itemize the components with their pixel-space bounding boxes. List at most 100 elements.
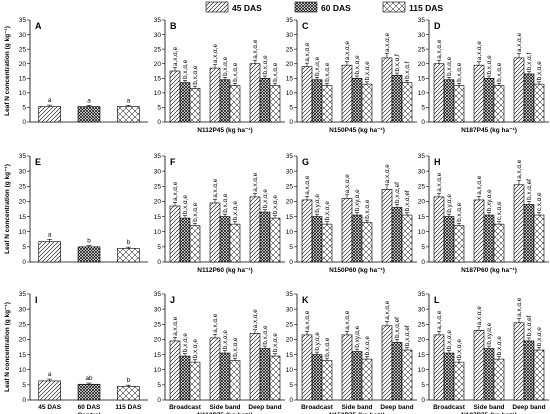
panel-I: 0 5 10 15 20 25 30 35 Ia 45 DAS ab 60 DAS b 115 DAS Co… [19, 291, 148, 414]
y-tick-label: 10 [418, 367, 426, 374]
y-tick-label: 25 [418, 46, 426, 53]
bar [179, 217, 191, 263]
y-tick-label: 20 [418, 61, 426, 68]
y-tick-label: 25 [286, 46, 294, 53]
bar [523, 340, 535, 401]
significance-label: a,x,α,e [516, 159, 523, 179]
y-tick-label: 30 [154, 32, 162, 39]
y-tick-label: 10 [286, 367, 294, 374]
bar [341, 64, 353, 123]
y-tick-label: 15 [286, 352, 294, 359]
bar [189, 88, 201, 123]
significance-label: a,x,α,e [252, 172, 259, 192]
bar [391, 75, 403, 123]
y-tick-label: 20 [286, 337, 294, 344]
significance-label: b,x,α,e [232, 201, 239, 221]
significance-label: a,x,α,e [252, 39, 259, 59]
bar [311, 216, 323, 263]
significance-label: b,x,α,e [222, 330, 229, 350]
bar [321, 223, 333, 263]
y-tick-label: 15 [286, 214, 294, 221]
bar [341, 198, 353, 263]
bar [259, 77, 271, 123]
y-tick-label: 35 [418, 153, 426, 160]
panel-E: 0 5 10 15 20 25 30 35 Ea b b [19, 153, 148, 266]
y-tick-label: 10 [154, 229, 162, 236]
x-axis-label: N187P75 (kg ha⁻¹) [461, 412, 517, 414]
bar [189, 225, 201, 263]
bar [219, 79, 231, 123]
significance-label: a,x,α,e [304, 42, 311, 62]
bar [453, 85, 465, 123]
significance-label: b,x,α,ef [394, 317, 401, 338]
bar [259, 211, 271, 263]
y-tick-label: 0 [289, 119, 293, 126]
bar [453, 361, 465, 401]
significance-label: b,x,α,e [182, 333, 189, 353]
bar [523, 204, 535, 263]
significance-label: b,x,α,e [364, 199, 371, 219]
significance-label: a,x,α,e [436, 172, 443, 192]
significance-label: b,x,α,e [192, 65, 199, 85]
y-tick-label: 25 [19, 46, 27, 53]
bar [117, 248, 140, 263]
y-tick-label: 35 [286, 153, 294, 160]
y-tick-label: 25 [286, 321, 294, 328]
x-axis-label: N112P60 (kg ha⁻¹) [197, 267, 252, 274]
bar [269, 217, 281, 263]
significance-label: b,x,α,e [364, 61, 371, 81]
y-tick-label: 10 [154, 367, 162, 374]
panel-letter: E [35, 157, 41, 167]
y-tick-label: 30 [154, 168, 162, 175]
x-tick-label: Broadcast [169, 404, 202, 411]
significance-label: a,x,α,e [344, 174, 351, 194]
y-tick-label: 20 [418, 199, 426, 206]
significance-label: a,x,α,e [476, 175, 483, 195]
bar [38, 241, 61, 263]
bar [179, 355, 191, 401]
significance-label: a,x,α,e [476, 41, 483, 61]
y-tick-label: 25 [286, 183, 294, 190]
bar [77, 383, 101, 401]
y-tick-label: 0 [157, 397, 161, 404]
y-tick-label: 0 [22, 119, 26, 126]
panel-letter: C [302, 21, 309, 31]
y-tick-label: 30 [19, 168, 27, 175]
significance-label: a,x,α,e [212, 178, 219, 198]
significance-label: a,x,α,e [384, 164, 391, 184]
bar [249, 63, 261, 123]
significance-label: a,x,α,e [436, 39, 443, 59]
x-tick-label: 115 DAS [115, 404, 142, 411]
significance-label: b,x,α,e [354, 55, 361, 75]
y-tick-label: 5 [421, 382, 425, 389]
significance-label: b,x,α,e [262, 325, 269, 345]
bar [77, 246, 101, 263]
significance-label: a,x,α,e [172, 46, 179, 66]
y-tick-label: 35 [418, 17, 426, 24]
y-tick-label: 35 [154, 291, 162, 298]
y-tick-label: 0 [157, 119, 161, 126]
significance-label: b,x,α,e [456, 339, 463, 359]
significance-label: b,x,α,e [324, 337, 331, 357]
significance-label: b,xy,α,e [354, 325, 361, 347]
bar [341, 334, 353, 401]
panel-letter: H [434, 157, 441, 167]
x-tick-label: Side band [473, 404, 504, 411]
y-tick-label: 0 [421, 397, 425, 404]
significance-label: a,x,α,e [476, 306, 483, 326]
y-tick-label: 15 [418, 352, 426, 359]
y-tick-label: 10 [418, 90, 426, 97]
significance-label: b,xy,α,e [486, 322, 493, 344]
legend-label-2: 115 DAS [409, 3, 443, 13]
y-tick-label: 5 [289, 382, 293, 389]
y-tick-label: 5 [421, 244, 425, 251]
y-tick-label: 0 [421, 119, 425, 126]
bar [169, 205, 181, 263]
bar [361, 358, 373, 401]
bar [483, 77, 495, 123]
significance-label: b,x,α,f [394, 54, 401, 72]
y-axis-labels: Leaf N concentration (g kg⁻¹) Leaf N conc… [4, 26, 11, 392]
